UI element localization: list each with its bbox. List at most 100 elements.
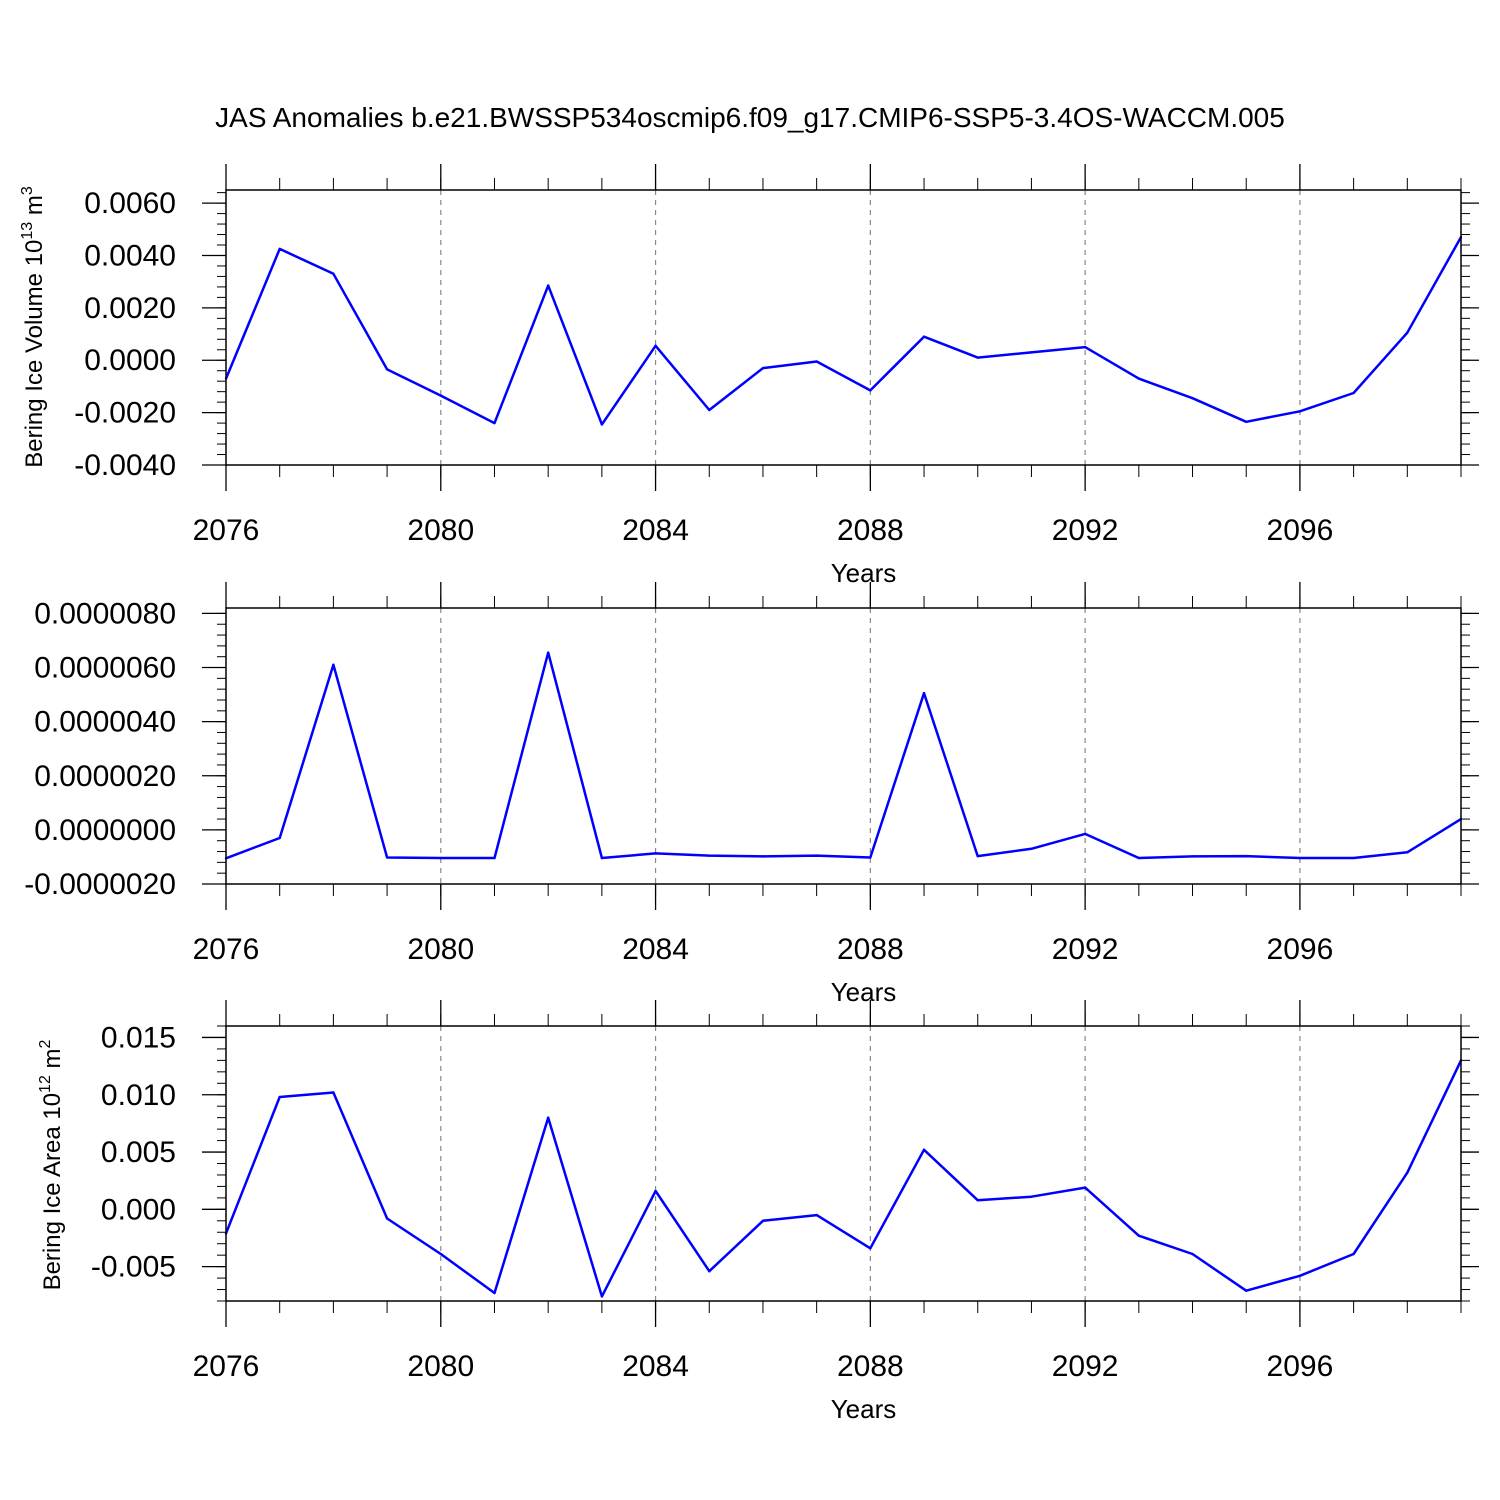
data-point (493, 1291, 496, 1295)
data-point (385, 856, 389, 859)
data-point (332, 272, 335, 276)
data-point (654, 344, 657, 348)
data-point (976, 854, 979, 858)
x-tick-label: 2092 (1052, 933, 1119, 966)
data-point (600, 423, 604, 426)
y-tick-label: 0.0000040 (34, 706, 176, 739)
y-tick-label: 0.0020 (84, 292, 176, 325)
data-point (1030, 847, 1033, 851)
data-point (278, 836, 281, 840)
plot-frame (225, 607, 1462, 885)
data-point (546, 651, 550, 654)
panels: -0.0040 -0.0020 0.0000 0.0020 0.0040 0.0060 20… (19, 164, 1479, 1424)
x-axis-label: Years (831, 558, 897, 588)
x-tick-label: 2080 (407, 514, 474, 547)
y-tick-label: 0.010 (101, 1079, 176, 1112)
data-point (278, 247, 281, 251)
data-point (1298, 856, 1302, 860)
plot-frame (225, 189, 1462, 466)
x-tick-label: 2076 (193, 514, 260, 547)
y-tick-label: -0.0000020 (24, 868, 176, 901)
data-point (1083, 1186, 1087, 1189)
data-point (1406, 1171, 1409, 1174)
plot-frame (225, 1025, 1462, 1302)
data-point (922, 335, 926, 338)
data-point (546, 1116, 550, 1119)
x-tick-label: 2096 (1267, 514, 1334, 547)
chart-title: JAS Anomalies b.e21.BWSSP534oscmip6.f09_… (215, 102, 1285, 133)
y-tick-label: -0.0040 (74, 449, 176, 482)
y-tick-label: 0.015 (101, 1021, 176, 1054)
data-point (869, 389, 872, 392)
x-tick-label: 2084 (622, 1350, 689, 1383)
data-point (439, 856, 442, 860)
data-point (815, 1213, 818, 1217)
data-point (708, 854, 711, 857)
data-point (976, 1198, 979, 1202)
x-tick-label: 2096 (1267, 933, 1334, 966)
x-tick-label: 2092 (1052, 514, 1119, 547)
y-tick-label: -0.005 (91, 1251, 176, 1284)
data-point (1191, 397, 1194, 400)
x-tick-label: 2084 (622, 933, 689, 966)
x-tick-label: 2076 (193, 1350, 260, 1383)
data-point (1191, 855, 1194, 858)
y-tick-label: 0.0040 (84, 239, 176, 272)
data-point (493, 421, 496, 425)
data-point (761, 366, 765, 370)
data-point (976, 356, 979, 359)
x-axis-label: Years (831, 1394, 897, 1424)
x-tick-label: 2088 (837, 514, 904, 547)
data-point (1137, 856, 1141, 860)
y-tick-label: 0.0000080 (34, 597, 176, 630)
data-point (1245, 1289, 1248, 1292)
y-tick-label: 0.0000020 (34, 760, 176, 793)
data-point (761, 855, 765, 858)
data-point (1137, 377, 1141, 380)
data-point (600, 1295, 604, 1298)
data-point (708, 1270, 711, 1273)
data-point (1030, 351, 1033, 354)
x-tick-label: 2092 (1052, 1350, 1119, 1383)
data-point (1030, 1195, 1033, 1198)
series-line-area (224, 1059, 1463, 1298)
data-point (869, 1247, 872, 1250)
data-point (493, 856, 496, 860)
data-point (332, 663, 335, 667)
data-point (439, 394, 442, 397)
data-point (278, 1095, 281, 1099)
data-point (385, 1217, 389, 1220)
y-axis-label: Bering Ice Volume 1013 m3 (19, 186, 48, 468)
data-point (1245, 854, 1248, 858)
data-point (1137, 1234, 1141, 1237)
panel-snow: -0.0000020 0.0000000 0.0000020 0.0000040 0.0… (24, 582, 1479, 1007)
y-tick-label: 0.0060 (84, 187, 176, 220)
y-tick-label: 0.005 (101, 1136, 176, 1169)
y-tick-label: 0.0000000 (34, 814, 176, 847)
data-point (869, 856, 872, 859)
x-tick-label: 2088 (837, 1350, 904, 1383)
x-axis-label: Years (831, 977, 897, 1007)
panel-volume: -0.0040 -0.0020 0.0000 0.0020 0.0040 0.0060 20… (19, 164, 1479, 588)
data-point (600, 856, 604, 860)
data-point (654, 852, 657, 855)
data-point (1406, 331, 1409, 334)
data-point (815, 854, 818, 857)
data-point (546, 284, 550, 287)
data-point (439, 1252, 442, 1256)
data-point (1245, 420, 1248, 423)
data-point (332, 1091, 335, 1094)
data-point (385, 368, 389, 371)
data-point (1352, 1252, 1355, 1256)
y-axis-label: Bering Ice Area 1012 m2 (37, 1039, 66, 1290)
y-tick-label: 0.0000060 (34, 652, 176, 685)
data-point (1352, 391, 1355, 395)
data-point (1083, 832, 1087, 836)
data-point (654, 1189, 657, 1193)
panel-area: -0.005 0.000 0.005 0.010 0.015 2076 2080 2084 20… (37, 1000, 1479, 1424)
x-tick-label: 2076 (193, 933, 260, 966)
y-tick-label: 0.000 (101, 1193, 176, 1226)
data-point (815, 360, 818, 363)
y-tick-label: 0.0000 (84, 344, 176, 377)
